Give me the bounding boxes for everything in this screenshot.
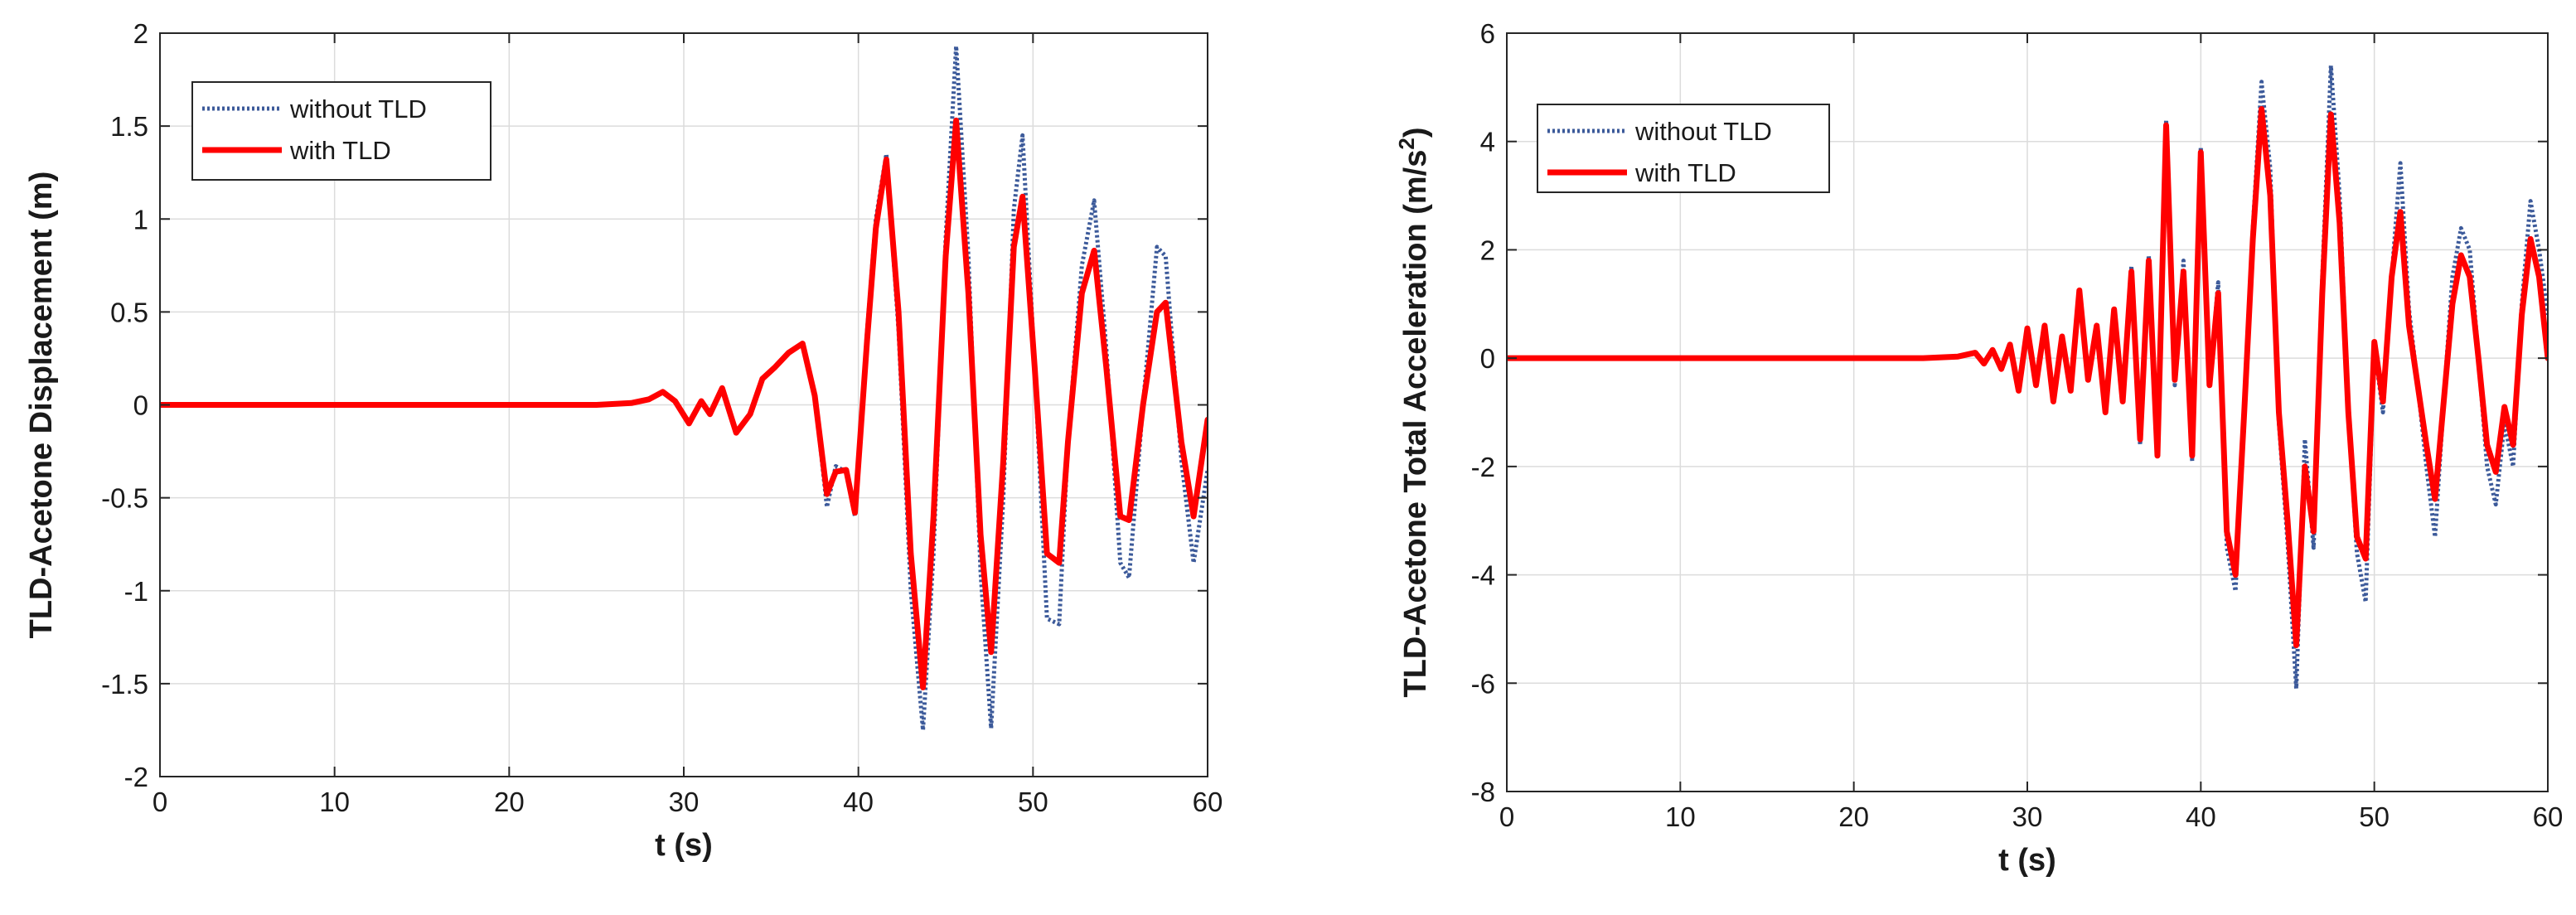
y-tick-label: -0.5 [101, 483, 148, 514]
legend-label: with TLD [289, 136, 391, 165]
x-tick-label: 50 [2359, 801, 2390, 832]
y-tick-label: -1 [124, 576, 148, 607]
y-axis-label-close: ) [1398, 127, 1433, 138]
y-tick-label: -2 [1471, 452, 1495, 482]
y-axis-label: TLD-Acetone Displacement (m) [24, 172, 59, 639]
chart-2: 0 10 20 30 40 50 60 -8 -6 -4 -2 0 2 4 6 t (s) TLD-Aceton… [1394, 18, 2563, 878]
y-axis-label: TLD-Acetone Total Acceleration (m/s2) [1394, 127, 1433, 697]
y-tick-label: 6 [1480, 18, 1495, 49]
y-tick-label: -1.5 [101, 669, 148, 700]
series-group [1507, 63, 2548, 691]
y-tick-label: 0 [133, 390, 148, 421]
legend: without TLD with TLD [191, 81, 491, 181]
x-axis-label: t (s) [1998, 843, 2056, 878]
x-tick-label: 10 [319, 787, 350, 817]
x-tick-label: 60 [1193, 787, 1223, 817]
x-tick-label: 50 [1018, 787, 1048, 817]
series-line-without-tld [160, 44, 1208, 733]
y-tick-label: -6 [1471, 668, 1495, 699]
y-tick-label: 0.5 [110, 297, 148, 327]
series-line-with-tld [1507, 106, 2548, 648]
x-tick-label: 30 [2012, 801, 2043, 832]
legend-box [1537, 104, 1830, 193]
x-tick-label: 10 [1665, 801, 1696, 832]
y-tick-label: -8 [1471, 777, 1495, 807]
x-tick-label: 0 [153, 787, 167, 817]
x-tick-label: 60 [2533, 801, 2564, 832]
x-tick-label: 0 [1499, 801, 1514, 832]
y-tick-label: 0 [1480, 343, 1495, 374]
legend-label: without TLD [289, 94, 427, 123]
x-tick-label: 20 [1838, 801, 1869, 832]
series-line-with-tld [160, 117, 1208, 690]
x-tick-label: 40 [2186, 801, 2216, 832]
x-axis-label: t (s) [655, 828, 713, 863]
legend-label: without TLD [1634, 117, 1772, 146]
y-tick-label: 2 [1480, 235, 1495, 265]
series-group [160, 44, 1208, 733]
y-axis-label-superscript: 2 [1394, 138, 1419, 149]
y-tick-label: 1 [133, 204, 148, 235]
y-tick-label: 1.5 [110, 111, 148, 142]
x-tick-label: 30 [669, 787, 700, 817]
chart-1: 0 10 20 30 40 50 60 -2 -1.5 -1 -0.5 0 0.5 1 1.5 2 t (s) T… [24, 18, 1223, 863]
x-tick-label: 40 [843, 787, 874, 817]
legend-box [191, 81, 491, 181]
x-tick-label: 20 [494, 787, 525, 817]
legend-label: with TLD [1634, 158, 1736, 187]
legend: without TLD with TLD [1537, 104, 1830, 193]
y-tick-label: -2 [124, 762, 148, 792]
y-tick-label: 2 [133, 18, 148, 49]
y-tick-label: -4 [1471, 560, 1495, 591]
y-tick-label: 4 [1480, 127, 1495, 157]
